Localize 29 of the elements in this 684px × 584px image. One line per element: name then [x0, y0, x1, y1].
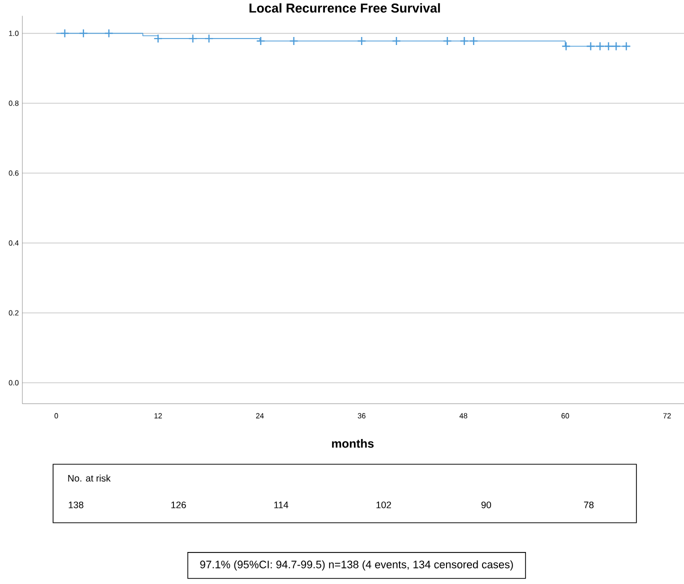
- point: [256, 36, 266, 46]
- text: 126: [171, 501, 186, 508]
- point: [622, 42, 631, 51]
- text: No. at risk: [68, 474, 111, 482]
- point: [595, 42, 605, 51]
- point: [460, 36, 469, 46]
- text: 138: [68, 501, 84, 508]
- text: 78: [584, 501, 594, 508]
- point: [562, 42, 571, 51]
- text: 114: [274, 502, 288, 508]
- point: [78, 28, 88, 38]
- text: 97.1% (95%CI: 94.7-99.5) n=138 (4 events, 134 censored cases): [200, 560, 513, 570]
- point: [604, 42, 614, 51]
- point: [392, 36, 401, 46]
- x-axis-title: months: [332, 438, 374, 448]
- point: [612, 42, 621, 51]
- point: [289, 36, 298, 46]
- point: [357, 36, 366, 46]
- point: [104, 28, 114, 38]
- point: [154, 34, 163, 43]
- point: [60, 28, 70, 38]
- chart-title: Local Recurrence Free Survival: [250, 3, 440, 13]
- text: 102: [376, 501, 391, 508]
- point: [442, 36, 452, 46]
- point: [188, 34, 198, 43]
- point: [586, 42, 596, 51]
- text: 90: [481, 501, 492, 508]
- point: [204, 34, 214, 43]
- point: [469, 36, 478, 46]
